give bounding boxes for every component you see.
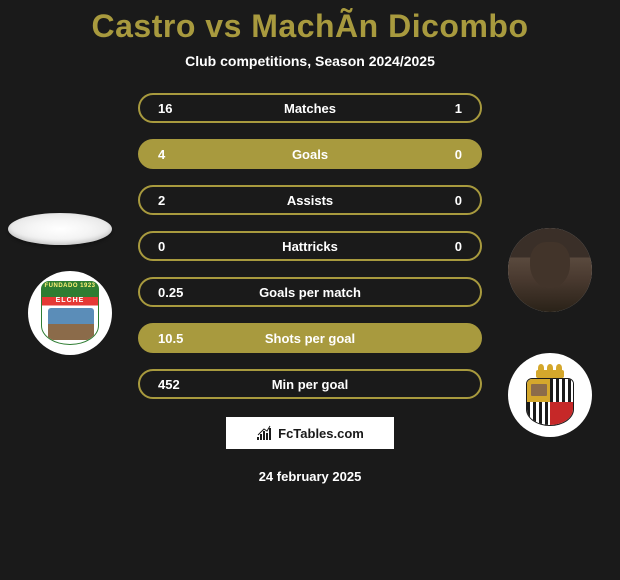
player2-club-crest [508,353,592,437]
comparison-date: 24 february 2025 [0,469,620,484]
stat-label: Goals [292,147,328,162]
stat-label: Matches [284,101,336,116]
source-badge: FcTables.com [224,415,396,451]
stat-row: 10.5 Shots per goal [138,323,482,353]
player2-photo [508,228,592,312]
page-title: Castro vs MachÃ­n Dicombo [0,8,620,45]
elche-name-text: ELCHE [42,297,98,304]
stat-row: 2 Assists 0 [138,185,482,215]
stat-label: Assists [287,193,333,208]
stat-right-value: 1 [422,101,462,116]
stat-label: Min per goal [272,377,349,392]
stat-left-value: 16 [158,101,198,116]
stat-left-value: 10.5 [158,331,198,346]
stats-area: FUNDADO 1923 ELCHE [0,93,620,399]
stat-left-value: 452 [158,377,198,392]
elche-badge: FUNDADO 1923 ELCHE [41,281,99,345]
fctables-logo-icon [256,425,272,441]
stat-row: 4 Goals 0 [138,139,482,169]
stat-label: Shots per goal [265,331,355,346]
cartagena-badge [526,364,574,426]
stat-right-value: 0 [422,147,462,162]
stat-right-value: 0 [422,239,462,254]
stat-row: 16 Matches 1 [138,93,482,123]
stat-right-value: 0 [422,193,462,208]
stat-label: Hattricks [282,239,338,254]
elche-founded-text: FUNDADO 1923 [42,283,98,289]
stat-label: Goals per match [259,285,361,300]
player2-avatar [508,228,592,312]
comparison-card: Castro vs MachÃ­n Dicombo Club competiti… [0,0,620,580]
stat-left-value: 2 [158,193,198,208]
stat-left-value: 0.25 [158,285,198,300]
season-subtitle: Club competitions, Season 2024/2025 [0,53,620,69]
source-site-text: FcTables.com [278,426,364,441]
stat-left-value: 4 [158,147,198,162]
stat-left-value: 0 [158,239,198,254]
player1-club-crest: FUNDADO 1923 ELCHE [28,271,112,355]
stat-row: 0.25 Goals per match [138,277,482,307]
player1-avatar-placeholder [8,213,112,245]
stat-row: 0 Hattricks 0 [138,231,482,261]
stat-row: 452 Min per goal [138,369,482,399]
